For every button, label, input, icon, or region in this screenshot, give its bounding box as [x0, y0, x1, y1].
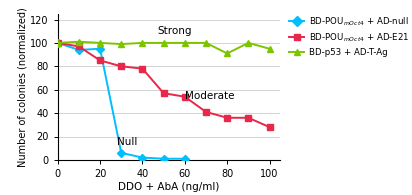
Text: Null: Null [117, 137, 137, 147]
Legend: BD-POU$_{mOct4}$ + AD-null, BD-POU$_{mOct4}$ + AD-E21, BD-p53 + AD-T-Ag: BD-POU$_{mOct4}$ + AD-null, BD-POU$_{mOc… [289, 15, 409, 57]
Y-axis label: Number of colonies (normalized): Number of colonies (normalized) [17, 7, 27, 167]
X-axis label: DDO + AbA (ng/ml): DDO + AbA (ng/ml) [118, 182, 220, 192]
Text: Strong: Strong [157, 26, 192, 35]
Text: Moderate: Moderate [185, 91, 234, 101]
